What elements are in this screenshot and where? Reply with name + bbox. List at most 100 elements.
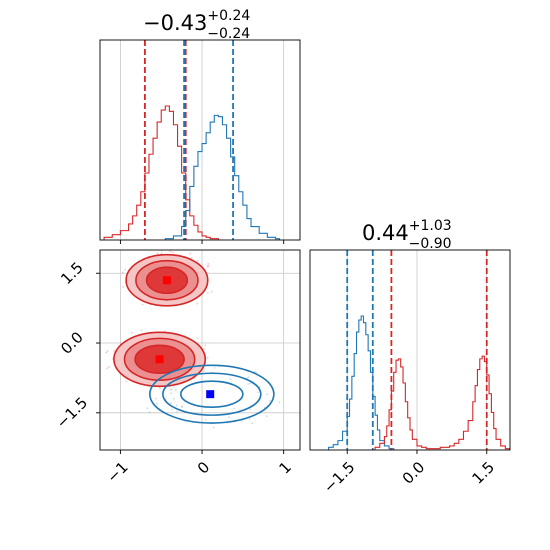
bl-contour-1-0-2 — [148, 364, 275, 424]
bl-sample-1-0-54 — [176, 410, 178, 413]
bl-sample-0-1-46 — [140, 329, 143, 332]
bl-sample-0-1-9 — [206, 356, 209, 359]
bl-sample-1-0-39 — [169, 402, 172, 404]
bl-sample-0-1-11 — [130, 331, 133, 334]
frame-top-left — [99, 39, 301, 241]
title-top-left-sub: −0.24 — [207, 26, 250, 42]
bl-sample-1-0-58 — [257, 391, 259, 394]
bl-sample-1-0-8 — [228, 416, 230, 419]
bl-sample-0-0-3 — [206, 265, 209, 268]
br-series-0 — [319, 315, 398, 450]
bl-xtick-label-2: 1 — [276, 458, 295, 477]
bl-sample-1-0-38 — [213, 366, 216, 369]
panel-bottom-left: −1 0 1 1.5 0.0 −1.5 — [53, 249, 301, 486]
bl-sample-1-0-27 — [212, 426, 215, 429]
frame-bottom-left — [99, 249, 301, 451]
ticks-bottom-right: −1.5 0.0 1.5 — [320, 450, 498, 497]
bl-sample-0-1-10 — [113, 349, 116, 352]
tl-series-1 — [164, 114, 281, 240]
bl-sample-1-0-47 — [278, 401, 281, 403]
bl-sample-0-0-37 — [196, 302, 199, 305]
contour-bottom-left — [105, 250, 281, 429]
bl-sample-0-0-21 — [207, 265, 210, 267]
bl-sample-1-0-6 — [265, 415, 268, 418]
bl-sample-0-0-5 — [156, 252, 159, 255]
bl-xtick-label-0: −1 — [103, 458, 131, 486]
bl-marker-1-0 — [206, 390, 215, 399]
bl-sample-1-0-1 — [233, 407, 236, 410]
bl-sample-1-0-36 — [169, 388, 171, 391]
bl-sample-0-1-28 — [106, 367, 109, 370]
bl-sample-0-1-19 — [108, 366, 110, 368]
bl-sample-0-0-47 — [207, 263, 210, 265]
histogram-top-left — [103, 40, 281, 240]
bl-ytick-label-2: −1.5 — [53, 394, 91, 432]
bl-sample-0-0-48 — [121, 271, 124, 274]
br-xtick-label-0: −1.5 — [320, 458, 358, 496]
bl-sample-1-0-53 — [181, 405, 184, 408]
bl-sample-1-0-20 — [156, 402, 159, 405]
bl-sample-0-0-32 — [124, 268, 127, 271]
bl-sample-0-0-16 — [189, 252, 192, 255]
bl-sample-0-1-27 — [170, 388, 173, 391]
bl-ytick-label-1: 0.0 — [57, 328, 87, 358]
bl-sample-1-0-25 — [247, 383, 250, 385]
bl-sample-1-0-30 — [249, 408, 251, 411]
br-xtick-label-2: 1.5 — [468, 458, 498, 488]
bl-sample-1-0-4 — [204, 418, 207, 421]
bl-contour-1-0-1 — [162, 372, 262, 416]
bl-sample-1-0-41 — [170, 392, 173, 395]
title-bottom-right: 0.44+1.03 −0.90 — [362, 218, 452, 252]
br-xtick-label-1: 0.0 — [399, 458, 429, 488]
bl-sample-1-0-9 — [249, 382, 252, 385]
bl-sample-1-0-29 — [173, 386, 176, 389]
bl-sample-0-1-14 — [204, 344, 207, 347]
grid-top-left — [120, 40, 285, 240]
bl-marker-0-1 — [155, 355, 164, 364]
bl-sample-0-0-38 — [206, 291, 209, 294]
bl-sample-1-0-43 — [174, 388, 177, 391]
tl-series-0 — [103, 105, 223, 240]
bl-sample-1-0-23 — [154, 397, 157, 400]
bl-sample-0-0-54 — [141, 303, 144, 306]
bl-sample-0-1-21 — [196, 337, 199, 340]
frame-bottom-right — [309, 249, 511, 451]
bl-sample-1-0-22 — [240, 420, 243, 422]
bl-sample-1-0-49 — [251, 422, 254, 425]
histogram-bottom-right — [319, 250, 510, 450]
panel-bottom-right: −1.5 0.0 1.5 0.44+1.03 −0.90 — [309, 218, 511, 497]
bl-sample-0-0-50 — [197, 259, 199, 262]
bl-sample-1-0-35 — [173, 397, 175, 400]
bl-contour-1-0-0 — [180, 380, 244, 409]
bl-sample-0-0-19 — [190, 256, 193, 259]
bl-sample-1-0-42 — [266, 393, 269, 396]
bl-sample-0-0-36 — [160, 252, 163, 255]
bl-sample-0-1-37 — [105, 351, 108, 354]
bl-sample-1-0-12 — [202, 370, 205, 372]
bl-sample-1-0-21 — [247, 376, 250, 379]
title-top-left-main: −0.43 — [143, 11, 207, 35]
title-bottom-right-main: 0.44 — [362, 221, 409, 245]
br-series-1 — [368, 355, 510, 450]
bl-sample-1-0-51 — [146, 407, 149, 410]
bl-sample-0-1-29 — [125, 380, 128, 383]
bl-sample-1-0-56 — [175, 404, 178, 407]
bl-sample-0-1-33 — [158, 387, 161, 390]
bl-ytick-label-0: 1.5 — [57, 258, 87, 288]
bl-sample-0-0-11 — [210, 290, 213, 293]
bl-xtick-label-1: 0 — [194, 458, 213, 477]
bl-sample-0-0-55 — [171, 251, 174, 254]
bl-sample-0-0-22 — [169, 250, 172, 253]
title-top-left-sup: +0.24 — [207, 8, 250, 24]
bl-sample-1-0-24 — [171, 408, 174, 411]
ticks-top-left — [119, 240, 285, 244]
title-top-left: −0.43+0.24 −0.24 — [143, 8, 250, 42]
bl-sample-1-0-18 — [269, 399, 271, 402]
title-bottom-right-sup: +1.03 — [409, 218, 452, 234]
bl-sample-1-0-11 — [148, 411, 151, 413]
panel-top-left: −0.43+0.24 −0.24 — [99, 8, 301, 244]
bl-sample-0-0-58 — [122, 285, 125, 288]
bl-sample-0-1-24 — [106, 350, 109, 352]
bl-marker-0-0 — [162, 276, 171, 285]
